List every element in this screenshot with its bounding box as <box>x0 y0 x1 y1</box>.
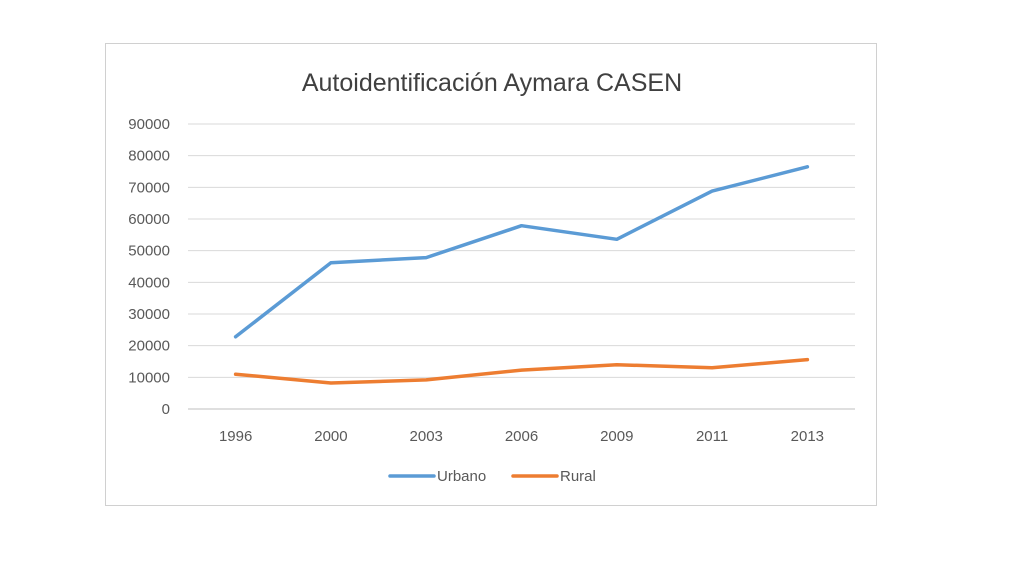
data-point-urbano <box>615 237 619 241</box>
series-lines <box>233 165 810 385</box>
y-tick-label: 60000 <box>128 211 170 228</box>
legend-label-urbano: Urbano <box>437 468 486 485</box>
y-axis-ticks: 0 10000 20000 30000 40000 50000 60000 70000 8000… <box>128 116 170 418</box>
data-point-rural <box>424 378 428 382</box>
legend-label-rural: Rural <box>560 468 596 485</box>
x-tick-label: 2009 <box>600 428 633 445</box>
x-tick-label: 2011 <box>696 428 728 445</box>
y-tick-label: 70000 <box>128 179 170 196</box>
y-tick-label: 80000 <box>128 148 170 165</box>
line-chart: Autoidentificación Aymara CASEN 0 10000 20… <box>128 69 855 485</box>
data-point-urbano <box>520 224 523 228</box>
y-tick-label: 0 <box>162 401 170 418</box>
data-point-urbano <box>424 256 428 260</box>
chart-frame: Autoidentificación Aymara CASEN 0 10000 20… <box>105 43 877 506</box>
data-point-rural <box>710 366 714 370</box>
data-point-rural <box>329 381 333 385</box>
x-tick-label: 2013 <box>791 428 824 445</box>
data-point-urbano <box>329 261 333 265</box>
data-point-urbano <box>805 165 809 169</box>
data-point-rural <box>615 363 619 367</box>
x-tick-label: 1996 <box>219 428 252 445</box>
x-axis-ticks: 1996 2000 2003 2006 2009 2011 2013 <box>219 428 824 445</box>
chart-title: Autoidentificación Aymara CASEN <box>302 69 682 97</box>
data-point-urbano <box>710 189 714 193</box>
data-point-rural <box>520 368 523 372</box>
x-tick-label: 2003 <box>410 428 443 445</box>
y-tick-label: 90000 <box>128 116 170 133</box>
gridlines <box>188 123 855 410</box>
x-tick-label: 2006 <box>505 428 538 445</box>
data-point-urbano <box>234 335 238 339</box>
data-point-rural <box>805 358 809 362</box>
y-tick-label: 50000 <box>128 243 170 260</box>
y-tick-label: 10000 <box>128 369 170 386</box>
y-tick-label: 40000 <box>128 274 170 291</box>
y-tick-label: 20000 <box>128 338 170 355</box>
legend: Urbano Rural <box>388 468 596 485</box>
x-tick-label: 2000 <box>314 428 347 445</box>
y-tick-label: 30000 <box>128 306 170 323</box>
series-line-urbano <box>233 165 810 339</box>
data-point-rural <box>234 372 238 376</box>
